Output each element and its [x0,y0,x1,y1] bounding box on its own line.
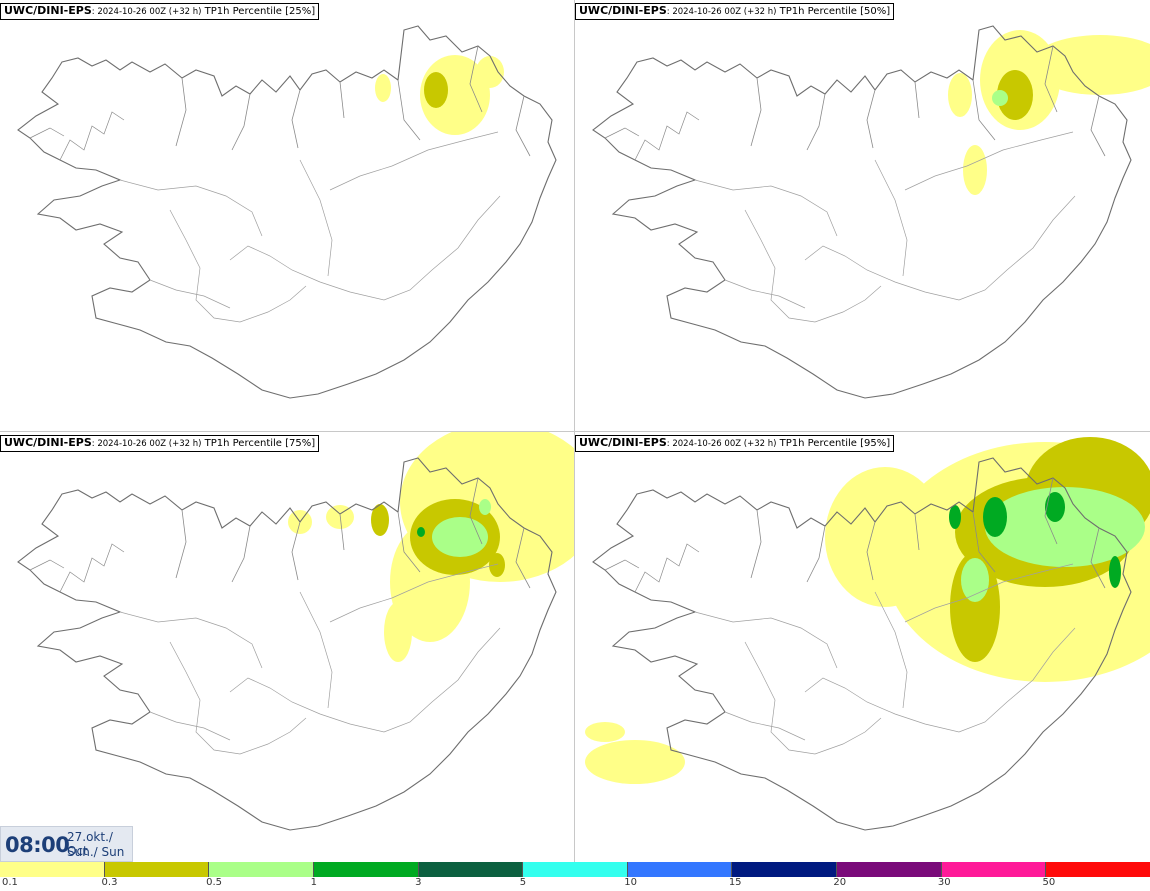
precip-shading [288,432,575,662]
precip-area [1045,492,1065,522]
legend-swatch [0,862,105,877]
precip-area [963,145,987,195]
legend-tick-label: 1 [310,877,317,888]
run-info: : 2024-10-26 00Z (+32 h) [666,439,777,449]
panel-title: UWC/DINI-EPS: 2024-10-26 00Z (+32 h) TP1… [0,435,320,452]
precip-shading [585,437,1150,784]
model-name: UWC/DINI-EPS [579,4,667,17]
precip-map [585,437,1150,831]
legend-tick-label: 0.3 [101,877,118,888]
map-panel-p75: UWC/DINI-EPS: 2024-10-26 00Z (+32 h) TP1… [0,432,575,864]
valid-day: Sun./ Sun [67,845,125,859]
legend-swatch [418,862,524,877]
precip-area [375,74,391,102]
precip-area [424,72,448,108]
precip-area [983,497,1007,537]
legend-tick-label: 15 [728,877,742,888]
precip-area [1109,556,1121,588]
legend-swatch [523,862,628,877]
model-name: UWC/DINI-EPS [4,436,92,449]
legend-ticks: 0.1 0.3 0.5 1 3 5 10 15 20 30 50 [0,877,1150,891]
precip-area [949,505,961,529]
valid-date: 27.okt./ Oct [67,830,113,858]
field-name: TP1h Percentile [75%] [201,438,316,449]
panel-title: UWC/DINI-EPS: 2024-10-26 00Z (+32 h) TP1… [575,3,895,20]
legend-swatch [627,862,733,877]
field-name: TP1h Percentile [95%] [776,438,891,449]
precip-area [371,504,389,536]
model-name: UWC/DINI-EPS [4,4,92,17]
precip-area [479,499,491,515]
precip-area [585,740,685,784]
legend-tick-label: 30 [937,877,951,888]
map-panel-p95: UWC/DINI-EPS: 2024-10-26 00Z (+32 h) TP1… [575,432,1150,864]
legend-swatch [732,862,838,877]
precip-shading [948,30,1150,195]
legend-tick-label: 50 [1042,877,1056,888]
legend-tick-label: 20 [833,877,847,888]
legend-tick-label: 10 [624,877,637,888]
legend-tick-label: 0.5 [206,877,222,888]
precip-area [417,527,425,537]
precip-area [985,487,1145,567]
legend-colorbar [0,862,1150,877]
legend-swatch [1046,862,1150,877]
panel-divider [0,431,1150,432]
precip-area [997,70,1033,120]
legend-tick-label: 3 [415,877,422,888]
run-info: : 2024-10-26 00Z (+32 h) [666,7,777,17]
precip-area [476,56,504,88]
valid-time-box: 08:00 27.okt./ Oct Sun./ Sun [0,826,133,862]
legend-tick-label: 0.1 [2,877,18,888]
precip-area [432,517,488,557]
precip-area [585,722,625,742]
legend-tick-label: 5 [519,877,527,888]
map-panel-p25: UWC/DINI-EPS: 2024-10-26 00Z (+32 h) TP1… [0,0,575,432]
field-name: TP1h Percentile [25%] [201,6,316,17]
precip-area [489,553,505,577]
precip-area [825,467,945,607]
valid-time: 08:00 [5,833,70,857]
field-name: TP1h Percentile [50%] [776,6,891,17]
legend-swatch [313,862,419,877]
precip-area [948,73,972,117]
precip-area [1030,35,1150,95]
run-info: : 2024-10-26 00Z (+32 h) [91,7,202,17]
legend-swatch [209,862,314,877]
panel-title: UWC/DINI-EPS: 2024-10-26 00Z (+32 h) TP1… [0,3,320,20]
precip-shading [375,55,504,135]
precip-map [17,432,575,831]
precip-area [961,558,989,602]
model-name: UWC/DINI-EPS [579,436,667,449]
precip-area [992,90,1008,106]
precip-map [17,25,557,399]
run-info: : 2024-10-26 00Z (+32 h) [91,439,202,449]
legend-swatch [104,862,210,877]
legend-swatch [837,862,942,877]
precip-area [384,602,412,662]
panel-title: UWC/DINI-EPS: 2024-10-26 00Z (+32 h) TP1… [575,435,895,452]
precip-map [592,25,1150,399]
map-panel-p50: UWC/DINI-EPS: 2024-10-26 00Z (+32 h) TP1… [575,0,1150,432]
legend-swatch [941,862,1047,877]
